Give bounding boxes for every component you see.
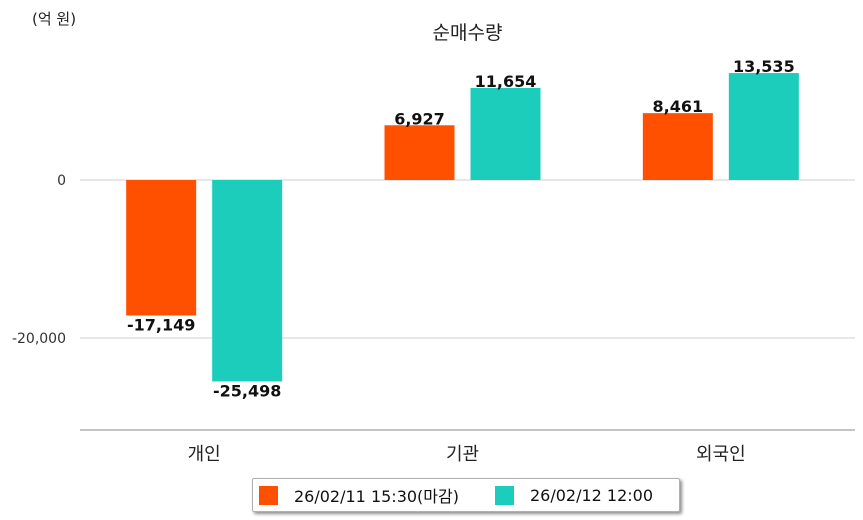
bar: [728, 73, 799, 180]
legend-label-series-2: 26/02/12 12:00: [529, 485, 654, 505]
bar: [384, 125, 455, 180]
y-tick-label: 0: [57, 173, 66, 189]
bar: [212, 180, 283, 382]
x-tick-label: 개인: [188, 444, 221, 465]
legend-swatch-series-2: [494, 485, 514, 505]
legend-label-series-1: 26/02/11 15:30(마감): [294, 487, 459, 506]
data-label: 13,535: [733, 57, 795, 76]
bar: [126, 180, 197, 316]
legend-swatch-series-1: [259, 485, 278, 505]
data-label: 6,927: [394, 109, 445, 128]
x-tick-label: 기관: [446, 444, 479, 465]
data-label: 8,461: [653, 97, 704, 116]
bar: [470, 87, 541, 180]
legend: 26/02/11 15:30(마감) 26/02/12 12:00: [252, 478, 680, 512]
x-tick-label: 외국인: [696, 444, 746, 465]
legend-item-series-1[interactable]: 26/02/11 15:30(마감): [259, 483, 459, 507]
data-label: -25,498: [213, 381, 281, 400]
unit-label: (억 원): [32, 10, 77, 28]
y-tick-label: -20,000: [12, 331, 66, 347]
data-label: -17,149: [127, 315, 195, 334]
chart-title: 순매수량: [432, 22, 503, 44]
legend-item-series-2[interactable]: 26/02/12 12:00: [494, 485, 654, 505]
bar: [642, 113, 713, 180]
data-label: 11,654: [475, 72, 537, 91]
